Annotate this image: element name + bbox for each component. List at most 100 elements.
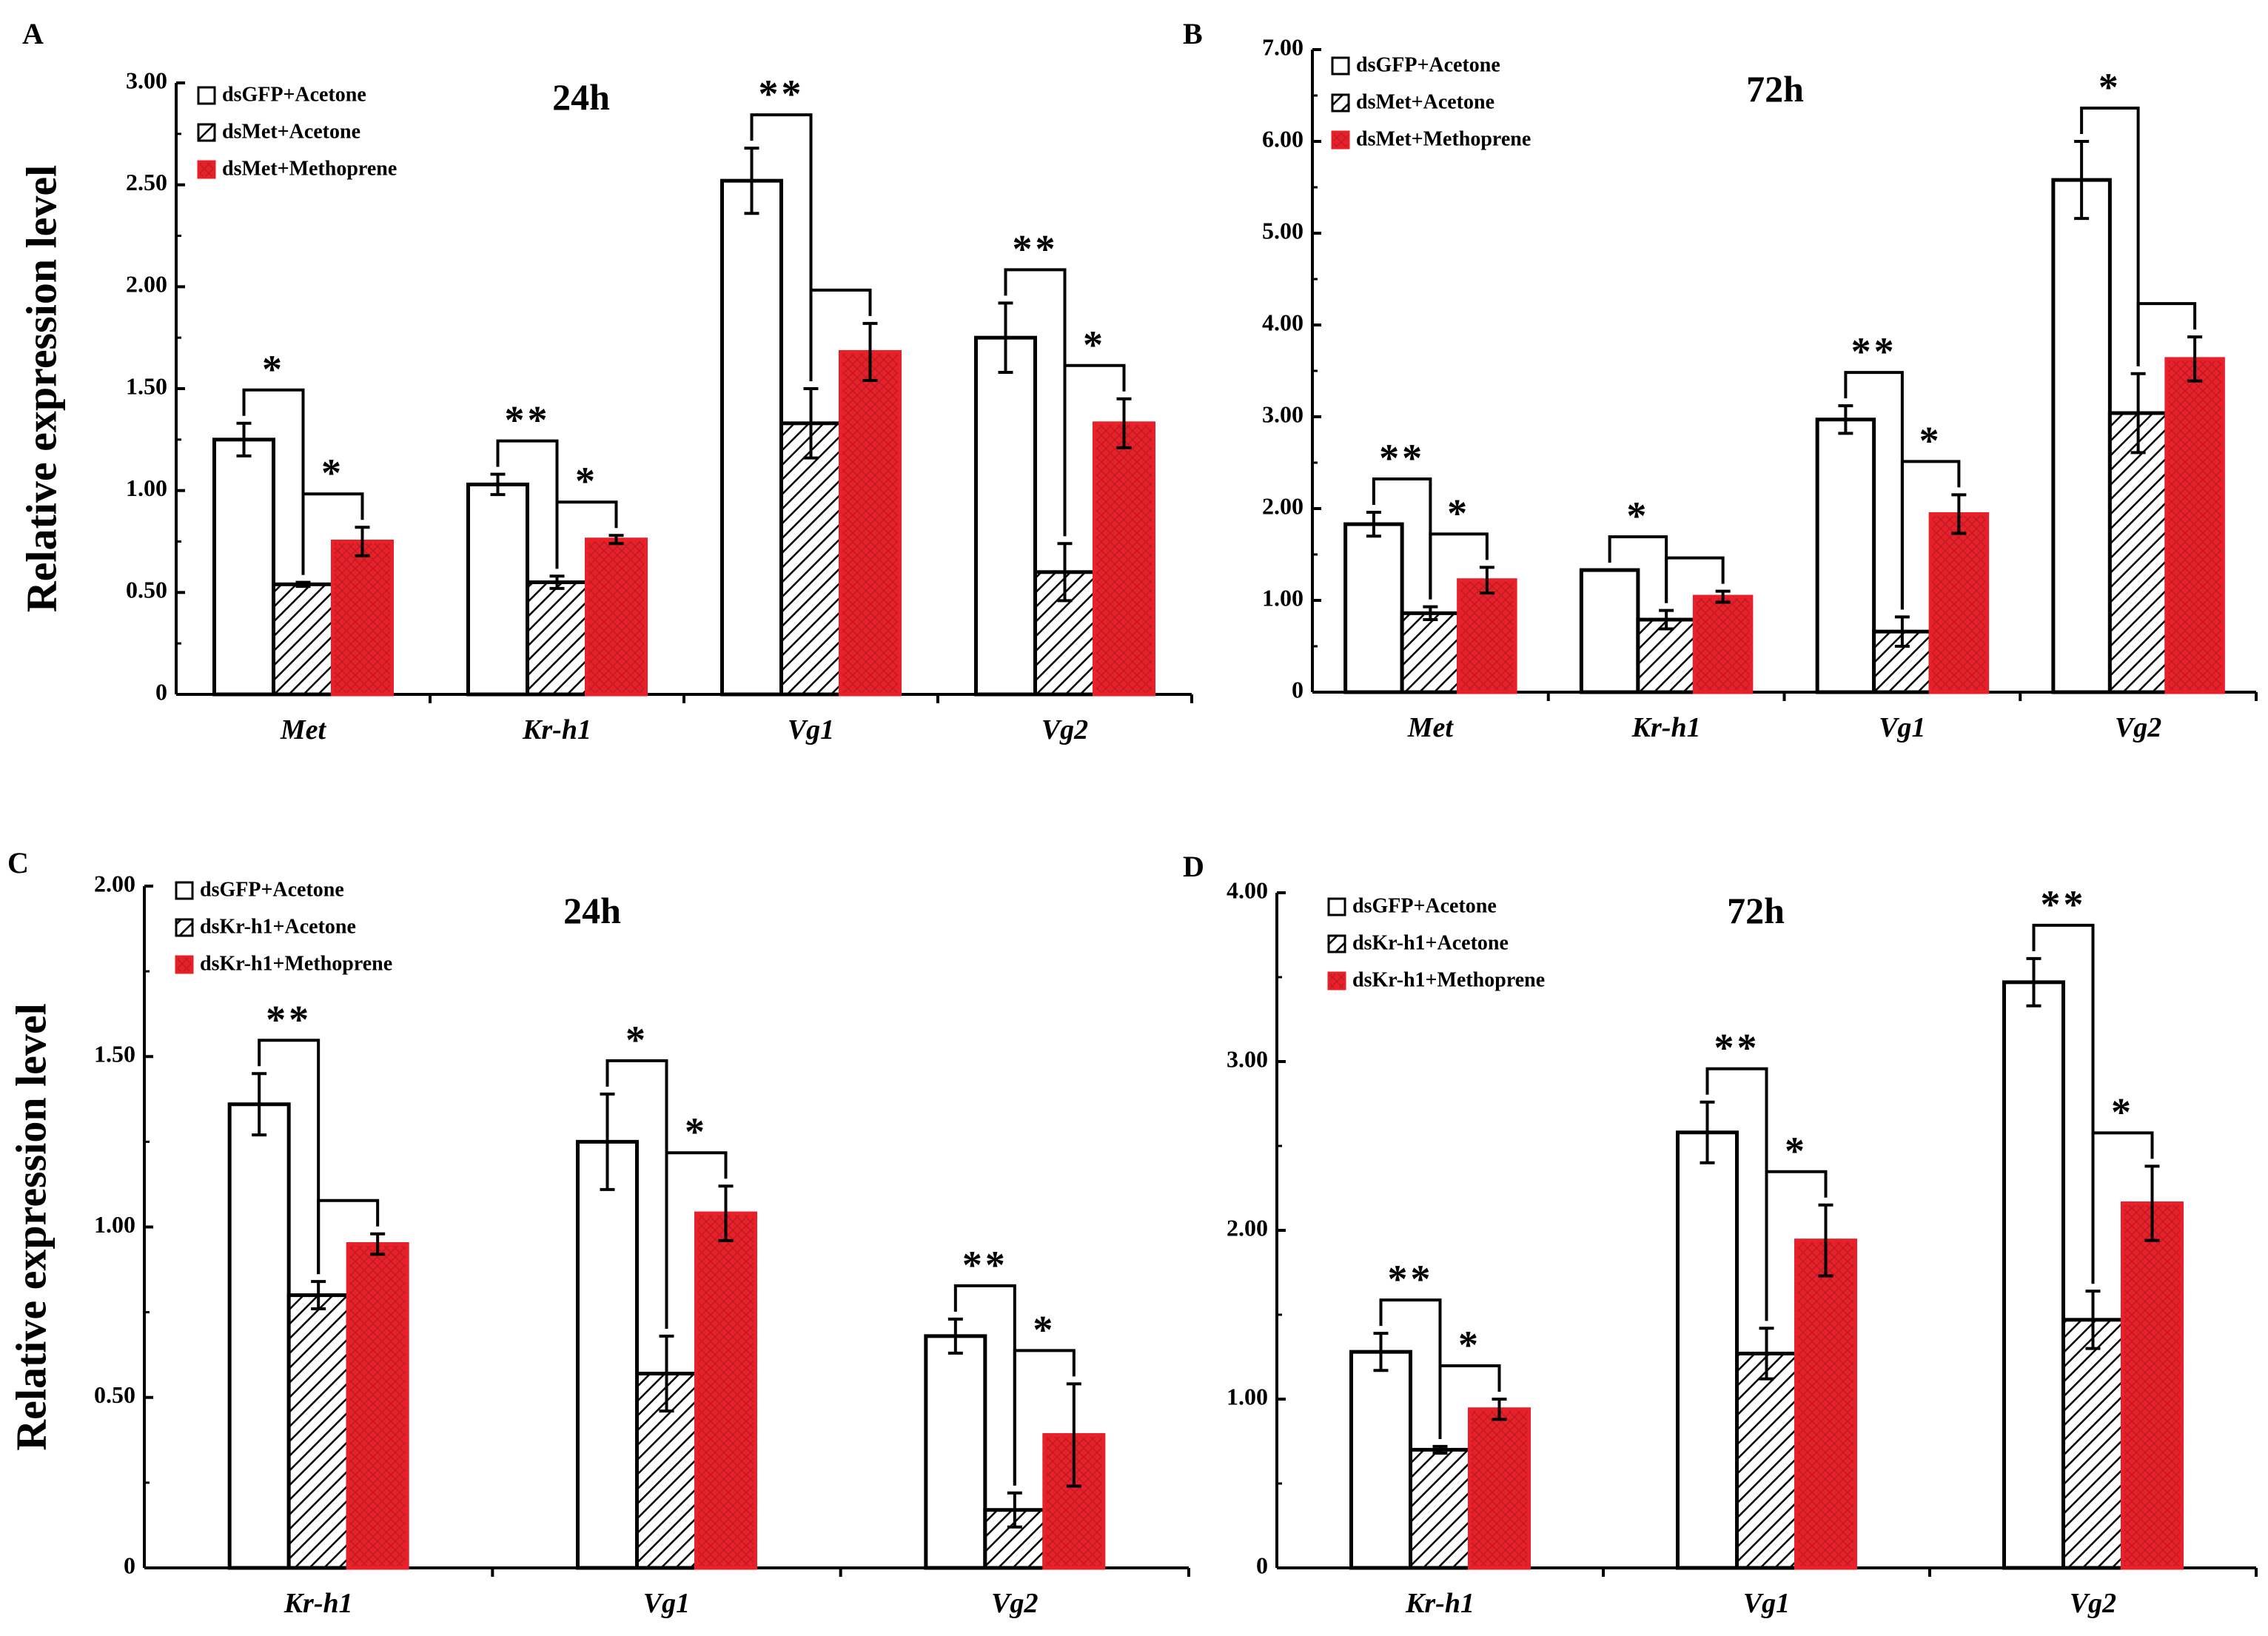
significance-bracket <box>1765 1170 1828 1321</box>
bar-A-Vg1-s0 <box>720 178 783 697</box>
y-tick-label: 2.00 <box>126 271 167 298</box>
y-tick-label: 1.50 <box>94 1041 135 1067</box>
significance-bracket <box>1429 532 1489 600</box>
y-tick-label: 0 <box>1256 1552 1268 1578</box>
bar-D-Vg1-s1 <box>1735 1351 1798 1570</box>
panel-label: C <box>7 846 29 879</box>
legend-swatch <box>1331 56 1350 76</box>
bar-D-Vg2-s0 <box>2002 980 2065 1570</box>
legend-swatch <box>1327 934 1346 953</box>
significance-bracket <box>2136 302 2197 366</box>
significance-label: * <box>262 347 285 392</box>
significance-label: ** <box>1851 329 1897 374</box>
bar-A-Met-s1 <box>272 582 335 697</box>
significance-label: ** <box>266 997 312 1042</box>
significance-label: * <box>1033 1307 1056 1352</box>
legend-swatch <box>1331 130 1350 150</box>
bar-D-Vg2-s2 <box>2121 1201 2184 1570</box>
significance-label: * <box>625 1018 648 1062</box>
x-tick-label: Kr-h1 <box>522 714 591 745</box>
bar-A-Vg2-s2 <box>1093 421 1155 697</box>
bar-D-Kr-h1-s0 <box>1349 1350 1412 1570</box>
legend-entry: dsMet+Acetone <box>222 120 360 143</box>
y-tick-label: 2.50 <box>126 169 167 195</box>
significance-label: ** <box>962 1243 1008 1287</box>
y-tick-label: 2.00 <box>94 870 135 896</box>
significance-label: * <box>1919 418 1942 463</box>
bar-D-Vg2-s1 <box>2061 1318 2124 1570</box>
legend-swatch <box>1327 897 1346 916</box>
bar-B-Kr-h1-s2 <box>1692 594 1754 694</box>
significance-bracket <box>665 1151 728 1329</box>
y-tick-label: 1.00 <box>1227 1383 1268 1409</box>
y-tick-label: 4.00 <box>1227 876 1268 903</box>
significance-label: ** <box>1379 436 1425 480</box>
x-tick-label: Vg1 <box>788 714 834 745</box>
x-tick-label: Vg2 <box>2115 712 2161 743</box>
legend-entry: dsKr-h1+Methoprene <box>200 952 392 975</box>
x-tick-label: Vg2 <box>2070 1588 2116 1619</box>
bar-D-Kr-h1-s1 <box>1409 1447 1472 1570</box>
significance-bracket <box>301 492 364 575</box>
legend-entry: dsGFP+Acetone <box>1352 894 1497 917</box>
significance-label: * <box>321 451 344 495</box>
bar-A-Kr-h1-s1 <box>526 580 588 697</box>
bar-B-Kr-h1-s0 <box>1579 568 1640 694</box>
panel-label: D <box>1183 850 1204 883</box>
chart-title: 72h <box>1746 68 1804 110</box>
bar-C-Kr-h1-s1 <box>286 1293 350 1570</box>
significance-label: ** <box>1714 1026 1760 1070</box>
bar-B-Met-s0 <box>1343 522 1404 694</box>
legend-entry: dsGFP+Acetone <box>1356 53 1500 76</box>
significance-bracket <box>809 288 872 381</box>
bar-A-Vg2-s0 <box>974 335 1037 697</box>
bar-B-Met-s1 <box>1400 611 1461 694</box>
y-axis-label: Relative expression level <box>17 165 65 613</box>
bar-A-Kr-h1-s2 <box>585 537 648 697</box>
x-tick-label: Vg1 <box>643 1588 690 1619</box>
legend-swatch <box>197 86 216 105</box>
y-tick-label: 3.00 <box>1262 400 1304 427</box>
legend-swatch <box>1331 93 1350 113</box>
y-tick-label: 0 <box>155 678 167 705</box>
y-tick-label: 1.00 <box>1262 584 1304 611</box>
x-tick-label: Kr-h1 <box>1405 1588 1474 1619</box>
panel-C: C Relative expression level 0 0.50 1.00 1.50 2… <box>7 846 1190 1619</box>
significance-bracket <box>1665 556 1725 603</box>
bar-C-Vg2-s0 <box>924 1334 987 1570</box>
bar-A-Met-s2 <box>331 540 394 697</box>
significance-bracket <box>750 113 813 381</box>
x-tick-label: Met <box>1407 712 1455 743</box>
y-tick-label: 2.00 <box>1262 492 1304 519</box>
x-tick-label: Kr-h1 <box>1631 712 1701 743</box>
y-tick-label: 6.00 <box>1262 125 1304 152</box>
chart-title: 72h <box>1727 890 1785 931</box>
legend-entry: dsKr-h1+Acetone <box>1352 931 1509 954</box>
legend-entry: dsGFP+Acetone <box>200 878 344 901</box>
significance-label: * <box>1447 491 1470 535</box>
significance-bracket <box>1063 363 1126 537</box>
significance-bracket <box>258 1039 321 1275</box>
y-tick-label: 1.00 <box>126 475 167 501</box>
significance-label: ** <box>2041 882 2087 927</box>
significance-bracket <box>242 388 305 575</box>
legend-swatch <box>1327 971 1346 990</box>
legend-swatch <box>175 881 194 900</box>
chart-title: 24h <box>552 76 610 118</box>
y-tick-label: 0 <box>1292 676 1304 703</box>
x-tick-label: Kr-h1 <box>284 1588 353 1619</box>
chart-title: 24h <box>563 890 621 931</box>
significance-label: * <box>1626 494 1649 538</box>
significance-bracket <box>2091 1131 2154 1284</box>
significance-bracket <box>2080 107 2140 366</box>
bar-B-Met-s2 <box>1457 578 1517 694</box>
bar-B-Vg2-s0 <box>2051 178 2112 694</box>
panel-A: A Relative expression level 0 0.50 1.00 1.50 2… <box>17 17 1193 745</box>
legend-swatch <box>197 160 216 179</box>
significance-bracket <box>1013 1349 1076 1486</box>
x-tick-label: Vg1 <box>1879 712 1925 743</box>
significance-label: * <box>1083 323 1106 367</box>
x-tick-label: Met <box>280 714 327 745</box>
bar-B-Kr-h1-s1 <box>1636 617 1697 694</box>
